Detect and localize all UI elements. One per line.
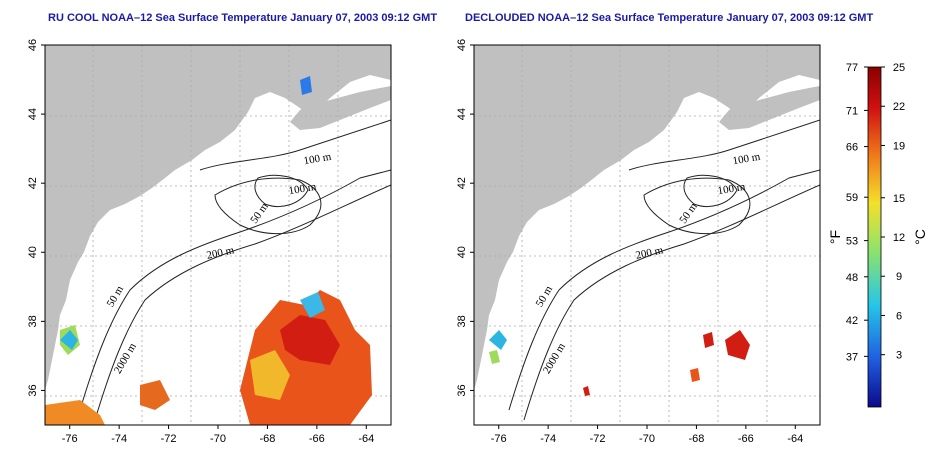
bathymetry-contours	[508, 119, 820, 421]
right-y-tick-label: 46	[456, 39, 468, 51]
nova-scotia-land	[290, 86, 391, 130]
left-y-tick-label: 36	[27, 384, 39, 396]
left-x-tick-label: -72	[161, 433, 177, 445]
right-panel-title: DECLOUDED NOAA–12 Sea Surface Temperatur…	[465, 12, 874, 24]
sst-patches	[489, 330, 750, 396]
colorbar-f-tick-label: 59	[846, 192, 858, 204]
right-x-tick-label: -72	[590, 433, 606, 445]
grid-lines	[474, 45, 820, 425]
contour-label: 100 m	[288, 181, 318, 198]
colorbar-c-tick-label: 6	[896, 310, 902, 322]
contour-label: 200 m	[206, 244, 236, 262]
left-y-tick-label: 46	[27, 39, 39, 51]
colorbar-f-tick-label: 37	[846, 351, 858, 363]
colorbar-c-tick-label: 25	[893, 62, 905, 74]
colorbar-f-tick-label: 42	[846, 315, 858, 327]
land-mass	[474, 45, 820, 390]
left-x-tick-label: -64	[358, 433, 374, 445]
bathymetry-contours	[79, 119, 391, 421]
right-y-tick-label: 42	[456, 177, 468, 189]
left-y-tick-label: 42	[27, 177, 39, 189]
colorbar-fahrenheit-label: °F	[827, 230, 843, 244]
right-x-tick-label: -64	[787, 433, 803, 445]
left-x-tick-label: -74	[111, 433, 127, 445]
left-x-tick-label: -68	[259, 433, 275, 445]
right-y-tick-label: 38	[456, 315, 468, 327]
colorbar-c-tick-label: 9	[896, 271, 902, 283]
colorbar-c-tick-label: 22	[893, 101, 905, 113]
land-mass	[45, 45, 391, 390]
colorbar-celsius-label: °C	[912, 229, 928, 245]
colorbar-gradient	[867, 66, 882, 408]
colorbar-f-tick-label: 48	[846, 272, 858, 284]
right-x-tick-label: -66	[738, 433, 754, 445]
right-x-tick-label: -76	[491, 433, 507, 445]
right-x-tick-label: -74	[540, 433, 556, 445]
right-y-tick-label: 44	[456, 108, 468, 120]
left-y-tick-label: 40	[27, 246, 39, 258]
left-y-tick-label: 44	[27, 108, 39, 120]
contour-label: 100 m	[732, 151, 762, 168]
right-map-panel	[473, 44, 821, 426]
right-y-tick-label: 36	[456, 384, 468, 396]
left-y-tick-label: 38	[27, 315, 39, 327]
colorbar-f-tick-label: 71	[846, 105, 858, 117]
colorbar-c-tick-label: 15	[893, 193, 905, 205]
left-panel-title: RU COOL NOAA–12 Sea Surface Temperature …	[48, 12, 438, 24]
contour-label: 100 m	[303, 151, 333, 168]
left-x-tick-label: -66	[309, 433, 325, 445]
left-x-tick-label: -76	[62, 433, 78, 445]
colorbar-f-tick-label: 66	[846, 142, 858, 154]
colorbar-f-tick-label: 53	[846, 236, 858, 248]
left-x-tick-label: -70	[210, 433, 226, 445]
colorbar-f-tick-label: 77	[846, 62, 858, 74]
right-y-tick-label: 40	[456, 246, 468, 258]
nova-scotia-land	[719, 86, 820, 130]
right-x-tick-label: -68	[688, 433, 704, 445]
colorbar-c-tick-label: 3	[896, 350, 902, 362]
left-map-panel	[44, 44, 392, 426]
right-x-tick-label: -70	[639, 433, 655, 445]
contour-label: 200 m	[635, 244, 665, 262]
colorbar-c-tick-label: 12	[893, 232, 905, 244]
colorbar-c-tick-label: 19	[893, 140, 905, 152]
contour-label: 100 m	[717, 181, 747, 198]
colorbar	[867, 66, 882, 408]
sst-patches	[45, 76, 372, 425]
